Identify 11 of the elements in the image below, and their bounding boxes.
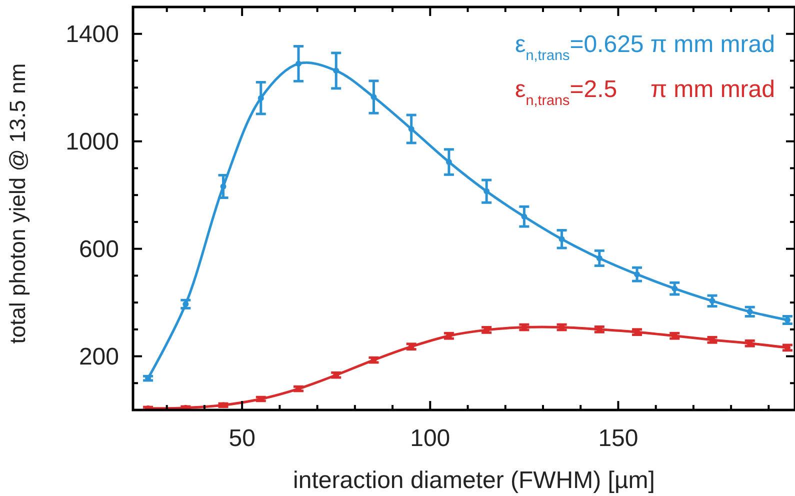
x-tick-label: 100 [410,425,450,452]
y-tick-label: 600 [78,236,119,263]
text: ε$_{n,trans}$=0.625 π mm mrad [514,31,775,64]
y-tick-label: 1400 [66,20,119,48]
x-tick-label: 50 [228,425,256,452]
x-tick-label: 150 [598,425,638,452]
y-tick-label: 200 [78,343,119,370]
y-tick-label: 1000 [66,128,119,156]
y-axis-title: total photon yield @ 13.5 nm [5,63,30,344]
x-axis-title: interaction diameter (FWHM) [µm] [293,467,655,494]
text: ε$_{n,trans}$=2.5 π mm mrad [515,76,775,109]
